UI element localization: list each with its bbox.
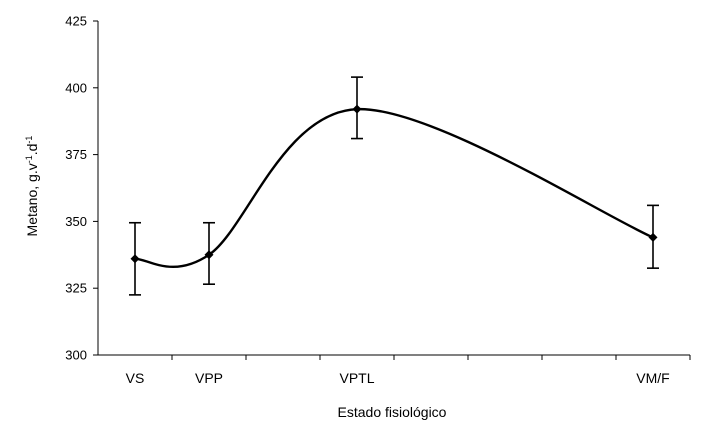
x-axis-title: Estado fisiológico	[338, 404, 447, 420]
x-ticks	[171, 355, 691, 360]
y-tick-label: 375	[65, 147, 87, 162]
y-axis-title-main: Metano, g.v	[24, 163, 40, 236]
x-category-label: VM/F	[636, 370, 669, 386]
x-category-label: VPTL	[339, 370, 374, 386]
y-ticks: 300 325 350 375 400 425	[65, 14, 98, 363]
y-tick-label: 425	[65, 14, 87, 29]
y-axis-title-sup2: -1	[24, 136, 34, 144]
y-axis-title-mid: .d	[24, 144, 40, 156]
y-tick-label: 300	[65, 348, 87, 363]
data-point-marker	[352, 104, 362, 114]
data-point-marker	[204, 250, 214, 260]
x-category-label: VS	[126, 370, 145, 386]
series-group	[129, 76, 659, 296]
axes	[97, 21, 690, 356]
series-line	[134, 107, 654, 268]
labels-group: VS VPP VPTL VM/F	[126, 370, 670, 386]
y-tick-label: 325	[65, 281, 87, 296]
y-axis-title-sup1: -1	[24, 155, 34, 163]
y-axis-title: Metano, g.v-1.d-1	[24, 136, 40, 237]
data-point-marker	[130, 254, 140, 264]
y-tick-label: 350	[65, 214, 87, 229]
data-point-marker	[648, 232, 658, 242]
x-category-label: VPP	[195, 370, 223, 386]
y-tick-label: 400	[65, 80, 87, 95]
